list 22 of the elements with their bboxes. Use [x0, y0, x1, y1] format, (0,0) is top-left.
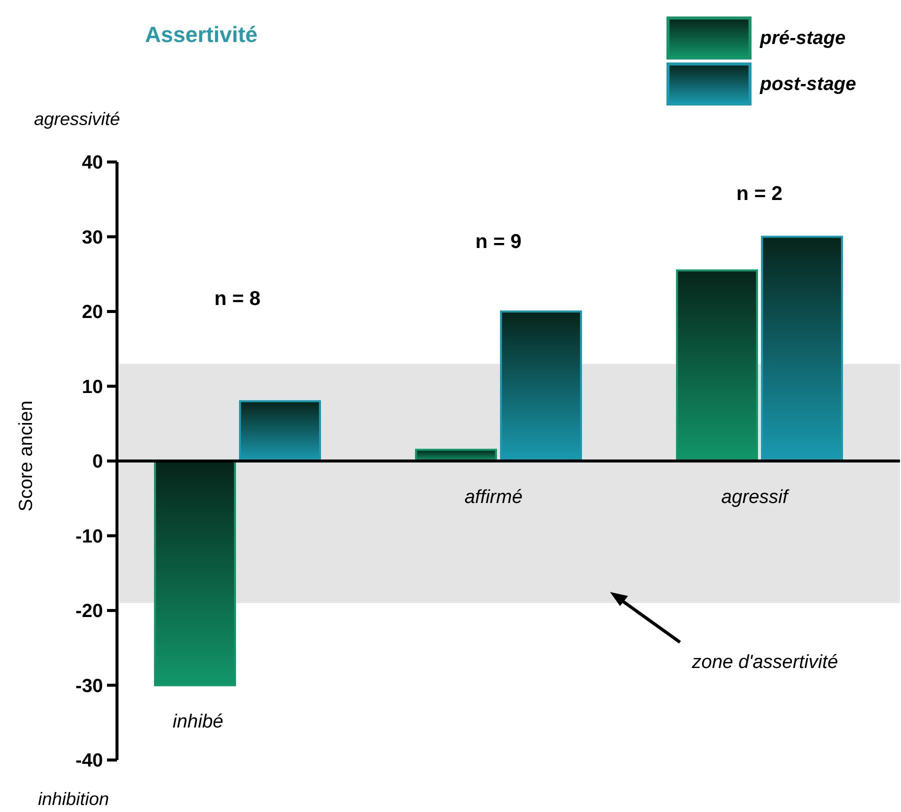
y-axis-title: Score ancien [16, 400, 37, 512]
x-tick-label: affirmé [464, 487, 523, 508]
text: agressivité [34, 109, 120, 129]
y-tick-label: -30 [76, 676, 103, 697]
y-tick-label: 0 [92, 452, 103, 473]
y-tick-label: -40 [76, 750, 103, 772]
annotation: n = 8 [214, 288, 261, 310]
text: inhibition [38, 789, 110, 809]
chart-title: Assertivité [145, 22, 258, 47]
x-tick-label: inhibé [172, 711, 224, 732]
y-tick-label: 40 [82, 152, 103, 174]
annotation: n = 2 [736, 183, 783, 205]
legend-label: post-stage [759, 74, 856, 95]
y-tick-label: 10 [82, 376, 103, 398]
y-tick-label: -10 [76, 526, 103, 548]
x-tick-label: agressif [721, 487, 790, 508]
band-label: zone d'assertivité [690, 652, 838, 673]
y-tick-label: 30 [82, 227, 103, 248]
annotation: n = 9 [475, 231, 522, 253]
y-tick-label: 20 [82, 302, 103, 324]
legend-label: pré-stage [759, 28, 846, 49]
y-tick-label: -20 [76, 601, 103, 622]
